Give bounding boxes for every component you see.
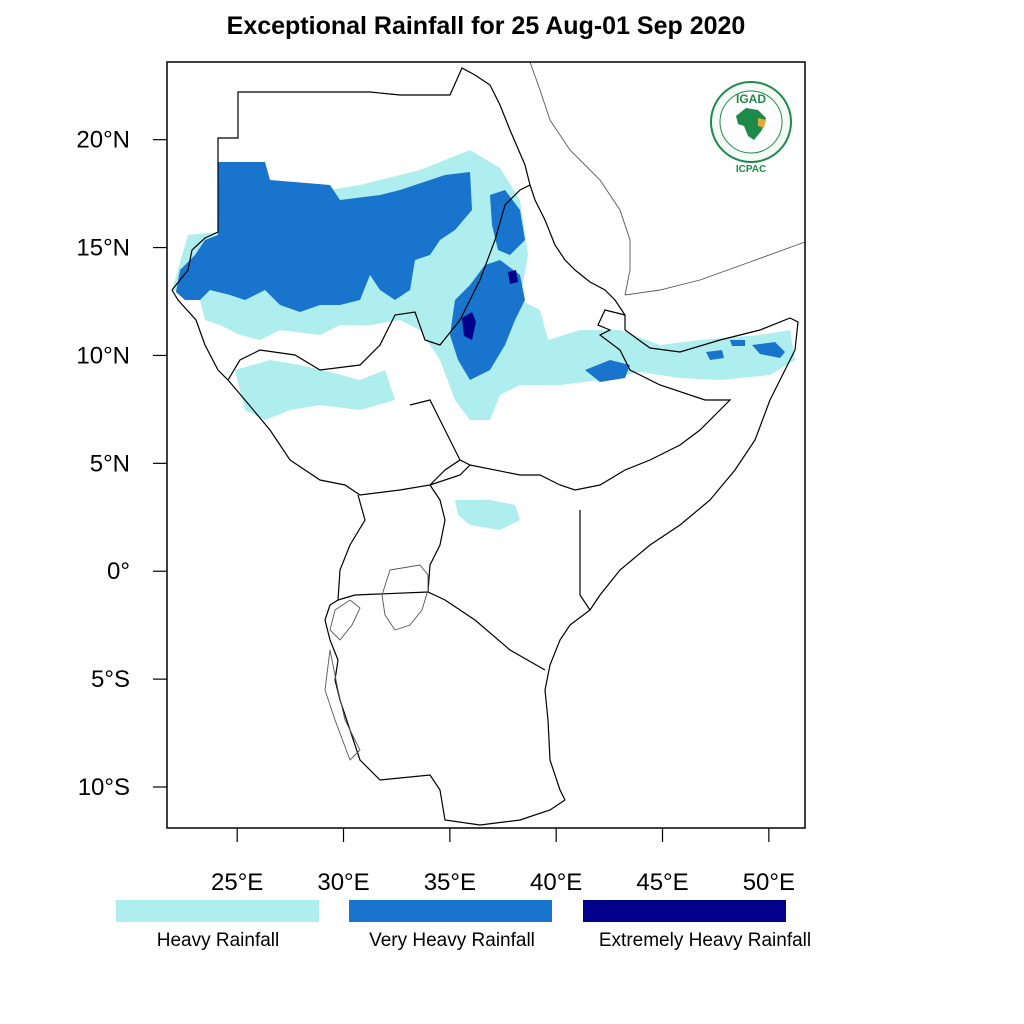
lon-tick-label: 50°E — [743, 869, 795, 896]
lat-tick-label: 5°N — [90, 450, 130, 477]
lat-tick-label: 10°S — [78, 774, 130, 801]
legend-swatch-very-heavy — [349, 900, 552, 922]
lon-tick-label: 25°E — [211, 869, 263, 896]
lat-tick-label: 5°S — [91, 666, 130, 693]
igad-logo-icon — [710, 81, 792, 163]
lat-tick-label: 0° — [107, 558, 130, 585]
lat-tick-label: 20°N — [76, 127, 130, 154]
lon-tick-label: 30°E — [317, 869, 369, 896]
map-title: Exceptional Rainfall for 25 Aug-01 Sep 2… — [226, 12, 746, 40]
legend-swatch-extremely-heavy — [583, 900, 786, 922]
very-heavy-rainfall-areas — [176, 162, 785, 382]
logo-bottom-text: ICPAC — [735, 164, 767, 175]
extremely-heavy-rainfall-areas — [462, 270, 518, 340]
lon-tick-label: 35°E — [424, 869, 476, 896]
lat-tick-label: 15°N — [76, 235, 130, 262]
country-borders — [171, 67, 799, 826]
legend-label-extremely-heavy: Extremely Heavy Rainfall — [598, 930, 812, 951]
axis-ticks: 20°N 15°N 10°N 5°N 0° 5°S 10°S 25°E 30°E 35°E 40°E… — [76, 127, 795, 896]
legend-swatch-heavy — [116, 900, 319, 922]
map-frame — [166, 61, 806, 829]
logo-top-text: IGAD — [736, 92, 766, 106]
legend-label-heavy: Heavy Rainfall — [156, 930, 280, 951]
lon-tick-label: 45°E — [636, 869, 688, 896]
lakes-and-coastlines — [324, 61, 806, 761]
lon-tick-label: 40°E — [530, 869, 582, 896]
legend-label-very-heavy: Very Heavy Rainfall — [369, 930, 535, 951]
igad-icpac-logo: IGAD ICPAC — [708, 78, 794, 190]
lat-tick-label: 10°N — [76, 342, 130, 369]
